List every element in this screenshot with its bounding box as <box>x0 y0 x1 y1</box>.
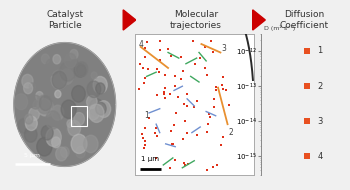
Circle shape <box>96 102 106 115</box>
Circle shape <box>25 114 33 124</box>
Circle shape <box>67 120 73 127</box>
Circle shape <box>29 108 39 120</box>
Circle shape <box>86 96 97 108</box>
Circle shape <box>83 138 90 147</box>
Circle shape <box>71 134 87 154</box>
Circle shape <box>15 94 28 110</box>
Bar <box>71 106 87 126</box>
Circle shape <box>93 76 107 94</box>
Circle shape <box>61 147 69 157</box>
Circle shape <box>25 127 37 142</box>
Circle shape <box>27 116 36 127</box>
Polygon shape <box>253 10 265 30</box>
Circle shape <box>91 72 97 79</box>
Circle shape <box>33 100 43 111</box>
Circle shape <box>87 81 101 98</box>
Text: 4: 4 <box>138 40 143 48</box>
Circle shape <box>72 59 78 67</box>
Circle shape <box>23 83 33 94</box>
Text: 3: 3 <box>317 117 323 126</box>
Circle shape <box>74 112 84 125</box>
Circle shape <box>61 100 76 118</box>
Circle shape <box>37 138 52 156</box>
Circle shape <box>76 65 86 77</box>
Text: D (m² s⁻¹): D (m² s⁻¹) <box>264 25 296 31</box>
Circle shape <box>76 146 85 158</box>
Text: 3: 3 <box>222 44 226 53</box>
Text: Catalyst
Particle: Catalyst Particle <box>46 10 83 30</box>
Circle shape <box>22 74 33 88</box>
Text: Molecular
trajectories: Molecular trajectories <box>170 10 222 30</box>
Circle shape <box>37 95 52 114</box>
Text: 2: 2 <box>317 82 323 91</box>
Circle shape <box>52 71 67 89</box>
Circle shape <box>74 63 86 77</box>
Circle shape <box>97 101 111 117</box>
Circle shape <box>18 119 30 133</box>
Circle shape <box>37 99 51 116</box>
Circle shape <box>36 92 43 101</box>
Circle shape <box>76 62 88 77</box>
Circle shape <box>88 105 99 120</box>
Circle shape <box>64 53 76 68</box>
Circle shape <box>39 96 52 111</box>
Circle shape <box>46 128 61 146</box>
Circle shape <box>84 135 98 153</box>
Circle shape <box>30 95 41 109</box>
Circle shape <box>55 90 61 98</box>
Text: 4: 4 <box>317 152 323 161</box>
Text: 1 μm: 1 μm <box>141 156 159 162</box>
Text: 1: 1 <box>144 111 149 120</box>
Polygon shape <box>14 43 116 166</box>
Circle shape <box>46 59 60 75</box>
Text: 1: 1 <box>317 47 323 55</box>
Circle shape <box>51 70 67 89</box>
Circle shape <box>46 111 61 129</box>
Circle shape <box>25 116 37 131</box>
Circle shape <box>53 55 61 64</box>
Circle shape <box>68 120 80 136</box>
Circle shape <box>41 125 53 140</box>
Polygon shape <box>123 10 136 30</box>
Circle shape <box>29 83 36 91</box>
Circle shape <box>60 62 76 81</box>
Circle shape <box>70 49 78 59</box>
Circle shape <box>52 137 61 148</box>
Circle shape <box>51 105 64 120</box>
Text: Diffusion
Coefficient: Diffusion Coefficient <box>280 10 329 30</box>
Text: 5 μm: 5 μm <box>25 153 40 158</box>
Circle shape <box>89 104 104 122</box>
Text: 2: 2 <box>229 128 233 137</box>
Circle shape <box>41 54 49 64</box>
Circle shape <box>89 99 104 116</box>
Circle shape <box>66 123 77 136</box>
Circle shape <box>72 86 85 102</box>
Circle shape <box>96 83 105 94</box>
Circle shape <box>61 69 73 84</box>
Circle shape <box>41 100 54 117</box>
Circle shape <box>56 147 67 161</box>
